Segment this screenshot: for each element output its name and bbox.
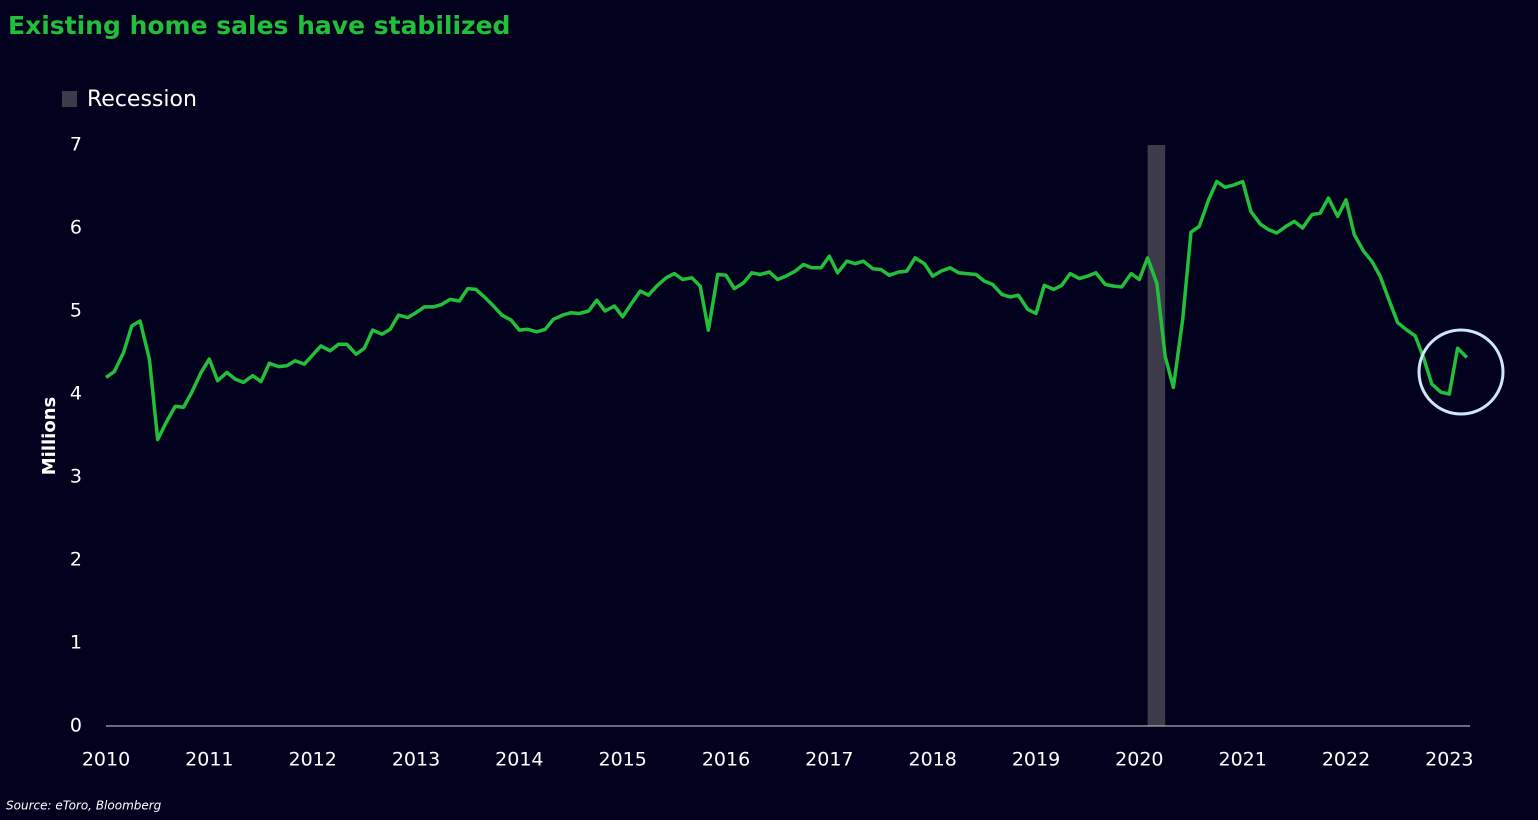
- x-tick-label: 2020: [1115, 749, 1163, 771]
- x-tick-label: 2010: [82, 749, 130, 771]
- x-tick-label: 2018: [908, 749, 956, 771]
- recession-band: [1147, 145, 1166, 726]
- x-tick-label: 2012: [288, 749, 336, 771]
- x-tick-label: 2021: [1218, 749, 1266, 771]
- x-tick-label: 2022: [1322, 749, 1370, 771]
- legend-swatch: [62, 91, 77, 107]
- x-tick-label: 2014: [495, 749, 543, 771]
- x-tick-label: 2023: [1425, 749, 1473, 771]
- y-tick-label: 0: [70, 715, 82, 737]
- x-tick-label: 2019: [1012, 749, 1060, 771]
- x-tick-label: 2011: [185, 749, 233, 771]
- x-tick-label: 2015: [598, 749, 646, 771]
- plot-area: 0 1 2 3 4 5 6 7 2010 2011 2012 2013 2014 2015 2016 2017…: [70, 134, 1474, 771]
- y-axis-label: Millions: [39, 397, 60, 476]
- y-tick-label: 6: [70, 217, 82, 239]
- x-tick-label: 2017: [805, 749, 853, 771]
- x-tick-label: 2016: [702, 749, 750, 771]
- highlight-circle: [1417, 328, 1505, 416]
- y-tick-label: 3: [70, 466, 82, 488]
- legend-label: Recession: [87, 87, 197, 112]
- x-tick-label: 2013: [392, 749, 440, 771]
- y-tick-label: 1: [70, 632, 82, 654]
- y-tick-label: 7: [70, 134, 82, 156]
- y-tick-label: 5: [70, 300, 82, 322]
- y-tick-label: 2: [70, 549, 82, 571]
- y-tick-label: 4: [70, 383, 82, 405]
- chart-title: Existing home sales have stabilized: [8, 11, 510, 40]
- series-line: [104, 179, 1469, 442]
- source-note: Source: eToro, Bloomberg: [6, 799, 162, 813]
